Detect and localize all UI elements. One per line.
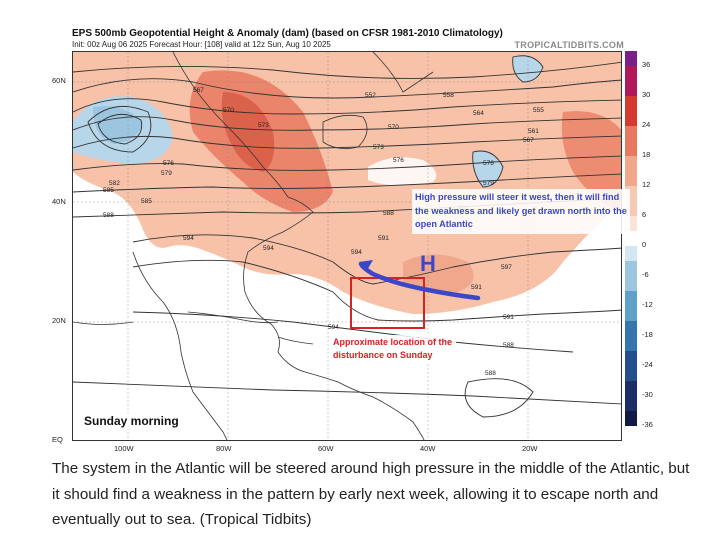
- lon-label-80w: 80W: [216, 444, 232, 453]
- lon-label-100w: 100W: [114, 444, 134, 453]
- colorbar-tick: 36: [642, 60, 651, 69]
- contour-label: 585: [103, 187, 114, 194]
- contour-label: 594: [263, 245, 274, 252]
- colorbar-tick: -12: [642, 300, 653, 309]
- contour-label: 588: [485, 370, 496, 377]
- contour-label: 570: [223, 107, 234, 114]
- contour-label: 582: [109, 180, 120, 187]
- contour-label: 588: [383, 210, 394, 217]
- contour-label: 591: [471, 284, 482, 291]
- contour-label: 576: [163, 160, 174, 167]
- height-contours: [73, 55, 621, 418]
- colorbar-tick: -36: [642, 420, 653, 429]
- time-label: Sunday morning: [80, 413, 183, 429]
- contour-label: 591: [503, 314, 514, 321]
- colorbar-tick: 30: [642, 90, 651, 99]
- steering-annotation: High pressure will steer it west, then i…: [412, 189, 630, 234]
- contour-label: 564: [473, 110, 484, 117]
- colorbar-tick: -18: [642, 330, 653, 339]
- disturbance-annotation: Approximate location of the disturbance …: [330, 335, 456, 363]
- contour-label: 594: [183, 235, 194, 242]
- contour-label: 585: [141, 198, 152, 205]
- contour-label: 573: [373, 144, 384, 151]
- contour-label: 567: [193, 87, 204, 94]
- colorbar-tick: 18: [642, 150, 651, 159]
- high-pressure-label: H: [420, 251, 436, 276]
- lon-label-60w: 60W: [318, 444, 334, 453]
- contour-label: 579: [483, 180, 494, 187]
- contour-label: 597: [501, 264, 512, 271]
- lat-label-20n: 20N: [52, 316, 66, 325]
- contour-label: 552: [365, 92, 376, 99]
- lon-label-40w: 40W: [420, 444, 436, 453]
- image-caption: The system in the Atlantic will be steer…: [52, 460, 690, 528]
- contour-label: 588: [503, 342, 514, 349]
- forecast-map-figure: EPS 500mb Geopotential Height & Anomaly …: [52, 24, 658, 453]
- colorbar-tick: 0: [642, 240, 647, 249]
- contour-label: 579: [161, 170, 172, 177]
- anomaly-map: 567 570 573 552 558 564 555 561 567 570 573 576 576 5…: [72, 51, 622, 441]
- contour-label: 591: [378, 235, 389, 242]
- colorbar-tick: -24: [642, 360, 653, 369]
- map-title: EPS 500mb Geopotential Height & Anomaly …: [72, 28, 503, 39]
- contour-label: 558: [443, 92, 454, 99]
- colorbar-tick: -30: [642, 390, 653, 399]
- steering-arrow: [358, 260, 481, 301]
- colorbar-tick: 12: [642, 180, 651, 189]
- anomaly-colorbar: [625, 51, 637, 441]
- contour-label: 576: [483, 160, 494, 167]
- colorbar-tick: -6: [642, 270, 649, 279]
- contour-label: 594: [328, 324, 339, 331]
- lat-label-40n: 40N: [52, 197, 66, 206]
- contour-label: 561: [528, 128, 539, 135]
- contour-label: 567: [523, 137, 534, 144]
- contour-label: 573: [258, 122, 269, 129]
- contour-label: 555: [533, 107, 544, 114]
- colorbar-tick: 6: [642, 210, 647, 219]
- contour-label: 594: [351, 249, 362, 256]
- lat-label-60n: 60N: [52, 76, 66, 85]
- map-subtitle: Init: 00z Aug 06 2025 Forecast Hour: [10…: [72, 40, 331, 49]
- contour-label: 588: [103, 212, 114, 219]
- anomaly-shading: [73, 52, 621, 314]
- contour-label: 576: [393, 157, 404, 164]
- lat-label-eq: EQ: [52, 435, 63, 444]
- map-graphic: [73, 52, 621, 440]
- source-credit: TROPICALTIDBITS.COM: [514, 40, 624, 50]
- lon-label-20w: 20W: [522, 444, 538, 453]
- colorbar-tick: 24: [642, 120, 651, 129]
- contour-label: 570: [388, 124, 399, 131]
